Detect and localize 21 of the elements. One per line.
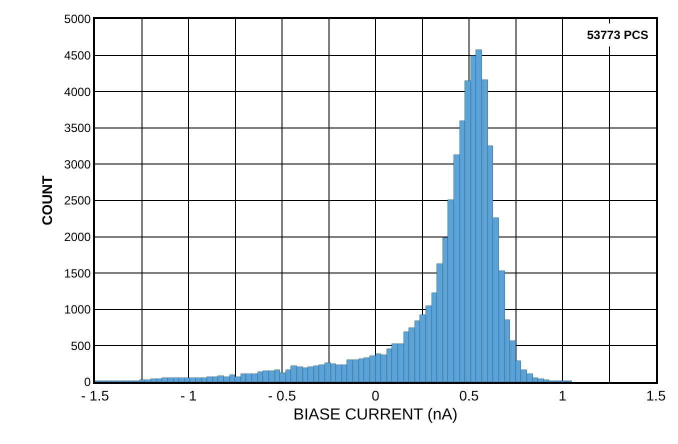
- x-axis-title: BIASE CURRENT (nA): [293, 406, 458, 424]
- x-tick-label: - 0.5: [268, 388, 296, 404]
- y-tick-label: 500: [70, 338, 92, 353]
- y-tick-label: 0: [84, 375, 92, 390]
- y-tick-label: 5000: [64, 12, 92, 26]
- x-tick-label: 0: [372, 388, 380, 404]
- y-tick-label: 4500: [64, 48, 92, 62]
- y-axis-title: COUNT: [39, 175, 56, 226]
- x-tick-label: 1.5: [646, 388, 666, 404]
- x-tick-label: - 1.5: [80, 388, 110, 404]
- x-tick-label: 0.5: [459, 388, 479, 404]
- y-tick-label: 2500: [64, 194, 92, 208]
- y-tick-label: 1500: [64, 266, 92, 280]
- y-tick-label: 4000: [64, 84, 92, 99]
- y-tick-label: 3000: [64, 157, 92, 172]
- annotation: 53773 PCS: [587, 28, 648, 42]
- x-tick-label: - 1: [180, 388, 197, 404]
- x-tick-label: 1: [558, 388, 567, 404]
- y-tick-label: 3500: [64, 121, 92, 136]
- y-tick-label: 1000: [64, 302, 92, 317]
- y-tick-label: 2000: [64, 230, 92, 244]
